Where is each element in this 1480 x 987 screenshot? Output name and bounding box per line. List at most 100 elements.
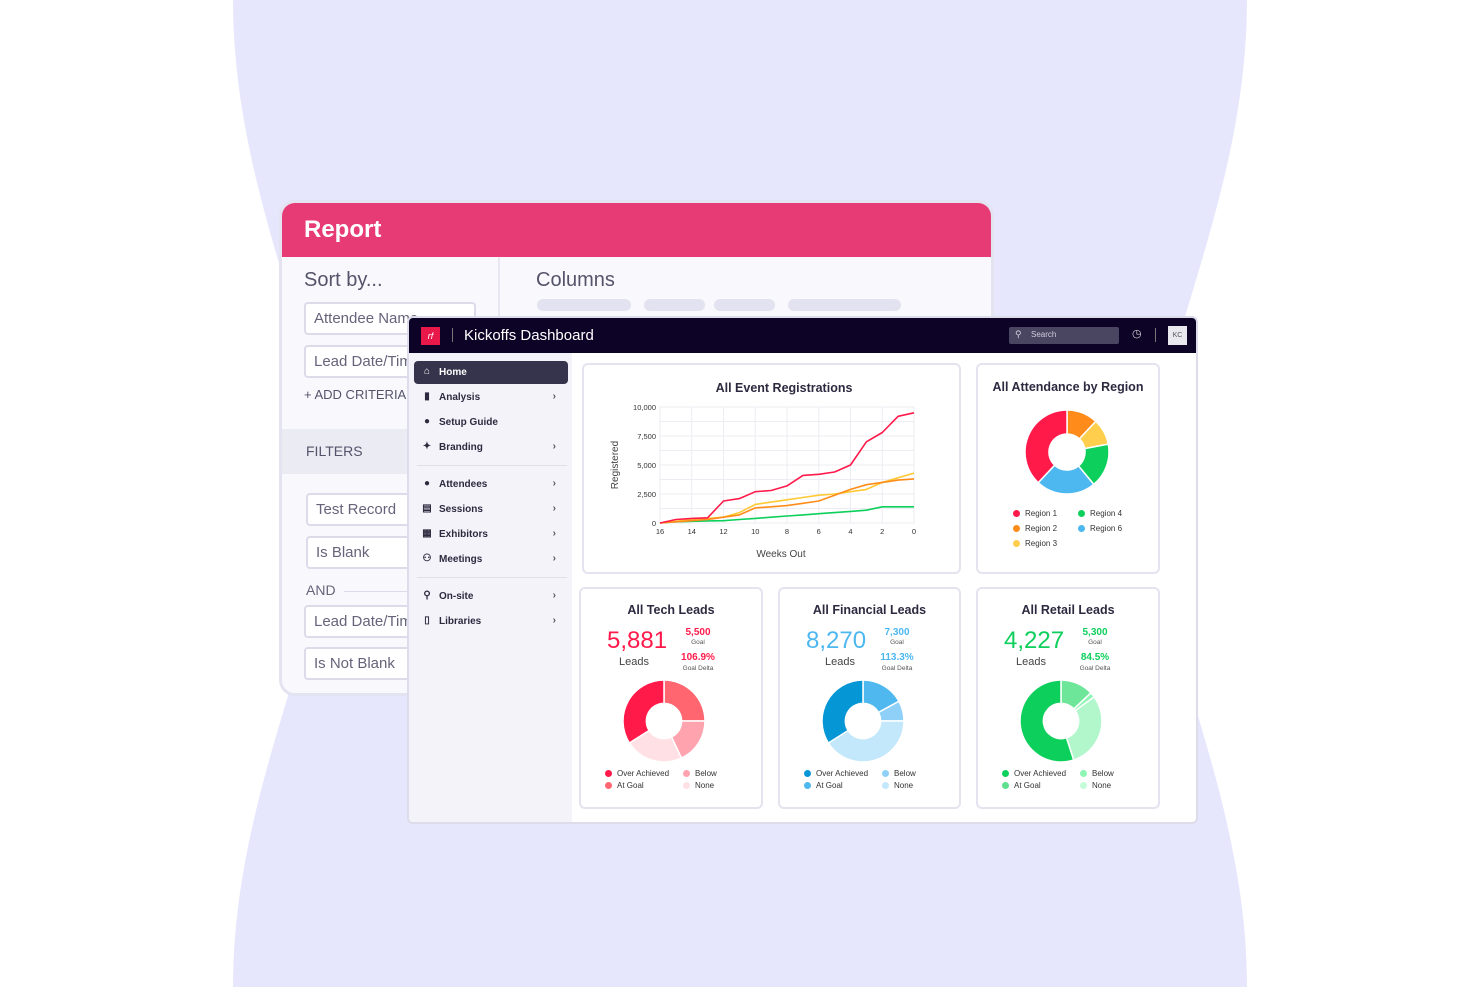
legend-label: Region 1 xyxy=(1025,509,1058,518)
leads-card: All Financial Leads 8,270 Leads 7,300 Go… xyxy=(778,587,961,809)
app-title: Kickoffs Dashboard xyxy=(464,327,594,344)
dashboard-window: rf Kickoffs Dashboard ⚲ Search ◷ KC ⌂ Home… xyxy=(407,316,1198,824)
leads-value: 8,270 xyxy=(806,627,867,654)
legend-item: Over Achieved xyxy=(1002,769,1066,778)
x-tick-label: 10 xyxy=(751,527,759,536)
legend-label: Over Achieved xyxy=(1014,769,1067,778)
chevron-right-icon: › xyxy=(552,590,556,601)
legend-label: At Goal xyxy=(816,781,843,790)
sidebar-item-meetings[interactable]: ⚇ Meetings › xyxy=(414,548,568,571)
legend-dot xyxy=(605,770,612,777)
x-tick-label: 14 xyxy=(688,527,696,536)
legend-label: None xyxy=(894,781,914,790)
sidebar-item-on-site[interactable]: ⚲ On-site › xyxy=(414,585,568,608)
legend-item: Over Achieved xyxy=(804,769,868,778)
sidebar-item-label: Setup Guide xyxy=(439,417,498,428)
sidebar-item-label: Analysis xyxy=(439,392,481,403)
y-axis-label: Registered xyxy=(610,441,621,489)
goal-delta-label: Goal Delta xyxy=(881,665,913,672)
sidebar-item-label: Branding xyxy=(439,442,483,453)
sidebar-item-label: Exhibitors xyxy=(439,529,488,540)
legend-label: At Goal xyxy=(1014,781,1041,790)
y-tick-label: 2,500 xyxy=(637,490,656,499)
goal-delta-value: 113.3% xyxy=(880,652,914,663)
region-donut-chart xyxy=(1024,409,1110,495)
legend-item: Region 3 xyxy=(1013,539,1057,548)
sidebar-item-home[interactable]: ⌂ Home xyxy=(414,361,568,384)
y-tick-label: 10,000 xyxy=(633,403,656,412)
goal-label: Goal xyxy=(890,639,904,646)
legend-item: Region 1 xyxy=(1013,509,1057,518)
legend-label: Below xyxy=(695,769,717,778)
legend-label: At Goal xyxy=(617,781,644,790)
column-pill[interactable] xyxy=(788,299,901,311)
column-pill[interactable] xyxy=(714,299,775,311)
search-input[interactable]: ⚲ Search xyxy=(1009,327,1119,344)
filters-title: FILTERS xyxy=(306,443,363,459)
x-tick-label: 12 xyxy=(719,527,727,536)
leads-unit: Leads xyxy=(825,656,855,668)
leads-title: All Tech Leads xyxy=(627,603,715,617)
y-tick-label: 0 xyxy=(652,519,656,528)
leads-unit: Leads xyxy=(1016,656,1046,668)
legend-dot xyxy=(1078,510,1085,517)
y-tick-label: 7,500 xyxy=(637,432,656,441)
columns-title: Columns xyxy=(536,269,615,291)
sidebar-item-branding[interactable]: ✦ Branding › xyxy=(414,436,568,459)
history-icon[interactable]: ◷ xyxy=(1132,328,1142,340)
donut-slice xyxy=(821,679,864,745)
goal-value: 7,300 xyxy=(884,627,910,638)
x-tick-label: 4 xyxy=(848,527,852,536)
legend-label: Region 6 xyxy=(1090,524,1123,533)
series-line xyxy=(659,478,915,524)
sidebar: ⌂ Home ▮ Analysis › ● Setup Guide ✦ Branding › ● At… xyxy=(409,353,572,822)
sidebar-item-exhibitors[interactable]: ▦ Exhibitors › xyxy=(414,523,568,546)
donut-slice xyxy=(1019,679,1075,763)
chevron-right-icon: › xyxy=(552,528,556,539)
donut-slice xyxy=(1065,695,1103,761)
goal-label: Goal xyxy=(1088,639,1102,646)
sidebar-item-label: Meetings xyxy=(439,554,483,565)
registrations-card: All Event Registrations 0 2,500 5,000 7,500 1… xyxy=(582,363,961,574)
sidebar-item-libraries[interactable]: ▯ Libraries › xyxy=(414,610,568,633)
logo[interactable]: rf xyxy=(421,327,440,345)
x-tick-label: 0 xyxy=(912,527,916,536)
x-tick-label: 2 xyxy=(880,527,884,536)
goal-delta-label: Goal Delta xyxy=(1079,665,1111,672)
attendance-card: All Attendance by Region Region 1 Region … xyxy=(976,363,1160,574)
goal-delta-label: Goal Delta xyxy=(682,665,714,672)
donut-slice xyxy=(622,679,665,745)
add-criteria-button[interactable]: + ADD CRITERIA xyxy=(304,387,407,402)
location-pin-icon: ⚲ xyxy=(423,590,431,601)
legend-item: At Goal xyxy=(605,781,644,790)
chevron-right-icon: › xyxy=(552,391,556,402)
chevron-right-icon: › xyxy=(552,615,556,626)
sidebar-item-attendees[interactable]: ● Attendees › xyxy=(414,473,568,496)
x-tick-label: 8 xyxy=(785,527,789,536)
goal-delta-value: 84.5% xyxy=(1080,652,1110,663)
leads-value: 5,881 xyxy=(607,627,668,654)
legend-label: None xyxy=(1092,781,1112,790)
legend-dot xyxy=(1013,540,1020,547)
leads-card: All Retail Leads 4,227 Leads 5,300 Goal … xyxy=(976,587,1160,809)
legend-label: None xyxy=(695,781,715,790)
avatar[interactable]: KC xyxy=(1168,326,1187,345)
sidebar-item-sessions[interactable]: ▤ Sessions › xyxy=(414,498,568,521)
column-pill[interactable] xyxy=(644,299,705,311)
column-pill[interactable] xyxy=(537,299,631,311)
sidebar-item-setup-guide[interactable]: ● Setup Guide xyxy=(414,411,568,434)
legend-label: Region 3 xyxy=(1025,539,1058,548)
and-label: AND xyxy=(306,582,336,598)
legend-item: None xyxy=(683,781,714,790)
legend-dot xyxy=(683,782,690,789)
goal-delta-value: 106.9% xyxy=(681,652,715,663)
legend-dot xyxy=(882,782,889,789)
home-icon: ⌂ xyxy=(423,366,431,377)
sidebar-item-label: Libraries xyxy=(439,616,482,627)
leads-title: All Financial Leads xyxy=(812,603,927,617)
book-icon: ▯ xyxy=(424,615,430,626)
sidebar-item-analysis[interactable]: ▮ Analysis › xyxy=(414,386,568,409)
legend-dot xyxy=(882,770,889,777)
attendance-title: All Attendance by Region xyxy=(992,380,1144,394)
donut-slice xyxy=(1024,409,1068,484)
